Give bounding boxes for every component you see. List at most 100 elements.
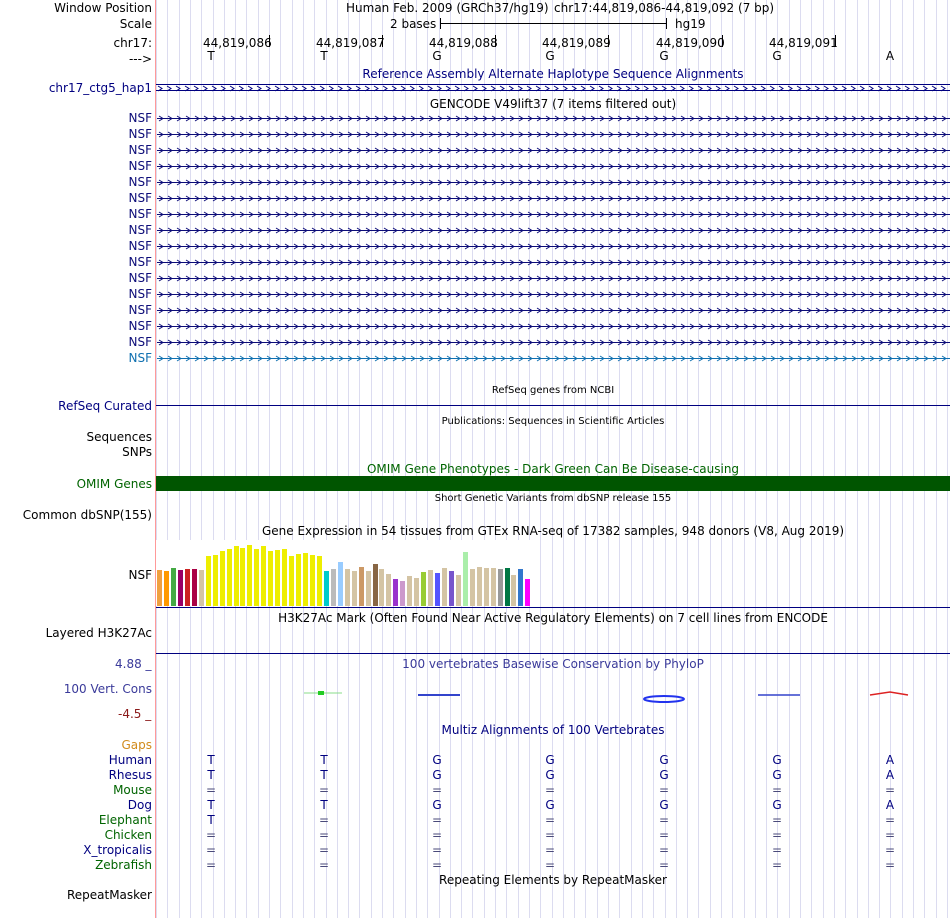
gtex-bar-chart[interactable] — [156, 540, 536, 606]
gencode-transcript[interactable] — [157, 259, 950, 266]
gtex-tissue-bar[interactable] — [191, 569, 197, 606]
gencode-transcript[interactable] — [157, 227, 950, 234]
gtex-tissue-bar[interactable] — [386, 574, 392, 606]
gencode-transcript[interactable] — [157, 339, 950, 346]
gencode-item-label[interactable]: NSF — [128, 223, 153, 237]
gencode-item-label[interactable]: NSF — [128, 319, 153, 333]
gtex-tissue-bar[interactable] — [400, 581, 406, 606]
gencode-transcript[interactable] — [157, 243, 950, 250]
gtex-tissue-bar[interactable] — [428, 570, 434, 606]
multiz-species-label[interactable]: Rhesus — [108, 768, 152, 782]
gtex-tissue-bar[interactable] — [497, 569, 503, 606]
gencode-item-label[interactable]: NSF — [128, 207, 153, 221]
gtex-tissue-bar[interactable] — [240, 548, 246, 606]
gtex-tissue-bar[interactable] — [455, 575, 461, 606]
omim-feature-bar[interactable] — [156, 476, 950, 491]
gencode-transcript[interactable] — [157, 179, 950, 186]
gtex-tissue-bar[interactable] — [323, 571, 329, 606]
gencode-transcript[interactable] — [157, 115, 950, 122]
publications-sequences-label[interactable]: Sequences — [86, 430, 152, 444]
gtex-tissue-bar[interactable] — [212, 555, 218, 606]
gencode-item-label[interactable]: NSF — [128, 351, 153, 365]
gtex-tissue-bar[interactable] — [254, 549, 260, 606]
gtex-tissue-bar[interactable] — [393, 579, 399, 606]
multiz-species-label[interactable]: Human — [108, 753, 152, 767]
alt-haplotype-feature[interactable] — [156, 84, 950, 92]
gtex-tissue-bar[interactable] — [407, 576, 413, 606]
gencode-item-label[interactable]: NSF — [128, 255, 153, 269]
gtex-tissue-bar[interactable] — [525, 579, 531, 606]
gtex-tissue-bar[interactable] — [351, 571, 357, 606]
gtex-tissue-bar[interactable] — [469, 569, 475, 606]
gtex-tissue-bar[interactable] — [483, 568, 489, 606]
multiz-species-label[interactable]: Mouse — [113, 783, 152, 797]
gtex-tissue-bar[interactable] — [379, 569, 385, 606]
gtex-tissue-bar[interactable] — [247, 545, 253, 606]
gencode-transcript[interactable] — [157, 323, 950, 330]
publications-snps-label[interactable]: SNPs — [122, 445, 152, 459]
gtex-tissue-bar[interactable] — [309, 555, 315, 606]
gtex-tissue-bar[interactable] — [330, 569, 336, 606]
multiz-gaps-label[interactable]: Gaps — [121, 738, 152, 752]
refseq-label[interactable]: RefSeq Curated — [58, 399, 152, 413]
gtex-tissue-bar[interactable] — [421, 572, 427, 606]
gtex-tissue-bar[interactable] — [164, 571, 169, 606]
multiz-species-label[interactable]: Dog — [127, 798, 152, 812]
gtex-tissue-bar[interactable] — [518, 569, 524, 606]
multiz-species-label[interactable]: Chicken — [104, 828, 152, 842]
repeatmasker-label[interactable]: RepeatMasker — [66, 888, 152, 902]
gencode-transcript[interactable] — [157, 291, 950, 298]
gtex-tissue-bar[interactable] — [219, 551, 225, 606]
gencode-transcript[interactable] — [157, 211, 950, 218]
gtex-tissue-bar[interactable] — [448, 571, 454, 606]
gtex-tissue-bar[interactable] — [316, 556, 322, 606]
omim-label[interactable]: OMIM Genes — [76, 477, 152, 491]
gencode-item-label[interactable]: NSF — [128, 239, 153, 253]
conservation-plot[interactable] — [156, 684, 950, 708]
gtex-tissue-bar[interactable] — [282, 549, 288, 606]
gtex-tissue-bar[interactable] — [275, 550, 281, 606]
gtex-tissue-bar[interactable] — [462, 552, 468, 606]
gtex-tissue-bar[interactable] — [414, 578, 420, 606]
gtex-tissue-bar[interactable] — [358, 567, 364, 606]
gtex-tissue-bar[interactable] — [365, 571, 371, 606]
gencode-transcript[interactable] — [157, 307, 950, 314]
gencode-item-label[interactable]: NSF — [128, 191, 153, 205]
gencode-item-label[interactable]: NSF — [128, 127, 153, 141]
multiz-species-label[interactable]: Elephant — [98, 813, 152, 827]
gencode-transcript[interactable] — [157, 131, 950, 138]
gencode-transcript[interactable] — [157, 355, 950, 362]
gtex-tissue-bar[interactable] — [296, 554, 301, 606]
gencode-transcript[interactable] — [157, 147, 950, 154]
gtex-tissue-bar[interactable] — [177, 570, 183, 606]
gencode-transcript[interactable] — [157, 195, 950, 202]
gencode-item-label[interactable]: NSF — [128, 175, 153, 189]
gtex-tissue-bar[interactable] — [170, 568, 176, 606]
gtex-tissue-bar[interactable] — [184, 569, 190, 606]
gtex-tissue-bar[interactable] — [226, 549, 232, 606]
gtex-tissue-bar[interactable] — [476, 567, 482, 606]
conservation-label[interactable]: 100 Vert. Cons — [63, 682, 152, 696]
multiz-species-label[interactable]: X_tropicalis — [83, 843, 152, 857]
gtex-tissue-bar[interactable] — [511, 575, 517, 606]
dbsnp-label[interactable]: Common dbSNP(155) — [22, 508, 152, 522]
gencode-transcript[interactable] — [157, 275, 950, 282]
gtex-tissue-bar[interactable] — [233, 546, 239, 606]
gtex-tissue-bar[interactable] — [198, 570, 204, 606]
gtex-tissue-bar[interactable] — [157, 570, 162, 606]
gtex-tissue-bar[interactable] — [205, 556, 211, 606]
gencode-item-label[interactable]: NSF — [128, 335, 153, 349]
gencode-item-label[interactable]: NSF — [128, 111, 153, 125]
h3k27ac-label[interactable]: Layered H3K27Ac — [45, 626, 152, 640]
alt-haplotype-label[interactable]: chr17_ctg5_hap1 — [48, 81, 152, 95]
gtex-tissue-bar[interactable] — [441, 568, 447, 606]
gtex-tissue-bar[interactable] — [490, 568, 496, 606]
gtex-tissue-bar[interactable] — [337, 562, 343, 606]
gtex-tissue-bar[interactable] — [504, 568, 510, 606]
gtex-tissue-bar[interactable] — [372, 564, 378, 606]
gtex-label[interactable]: NSF — [128, 568, 153, 582]
gtex-tissue-bar[interactable] — [435, 573, 440, 606]
gtex-tissue-bar[interactable] — [303, 553, 308, 606]
gencode-item-label[interactable]: NSF — [128, 143, 153, 157]
